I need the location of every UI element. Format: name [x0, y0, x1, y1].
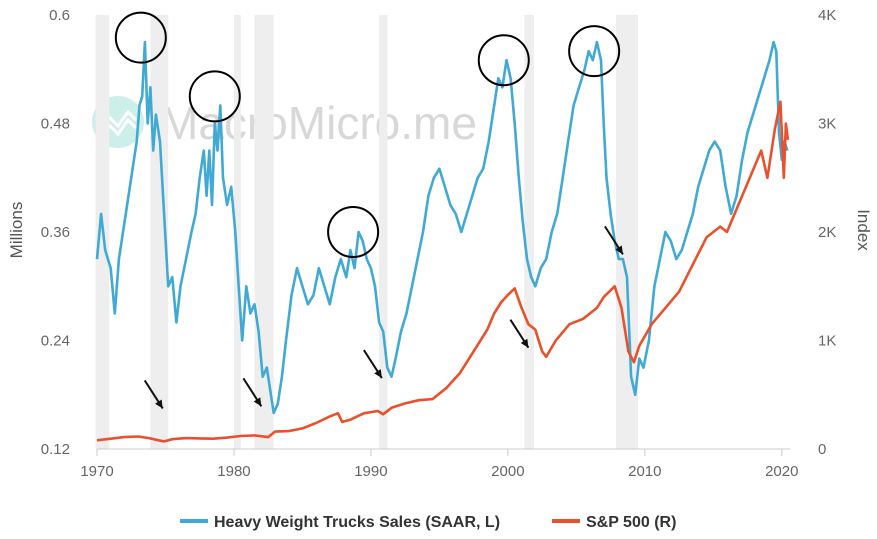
right-tick-label-3K: 3K — [818, 116, 836, 133]
series-line-sp500 — [96, 100, 790, 443]
left-tick-label-0.24: 0.24 — [41, 333, 70, 350]
highlight-circle-1 — [188, 70, 241, 123]
x-tick-label-2010: 2010 — [628, 463, 661, 480]
left-axis-ticks: 0.12 0.24 0.36 0.48 0.6 — [41, 7, 70, 458]
legend-item-sp500[interactable]: S&P 500 (R) — [552, 514, 676, 531]
annotation-arrow-0 — [143, 379, 164, 409]
x-tick-label-2020: 2020 — [765, 463, 798, 480]
x-axis-ticks: 1970 1980 1990 2000 2010 2020 — [80, 448, 798, 480]
highlight-circle-0 — [114, 11, 167, 64]
arrow-head-3 — [520, 338, 529, 348]
annotation-arrow-2 — [363, 349, 383, 379]
recession-bands — [95, 15, 638, 449]
highlight-circle-2 — [327, 206, 380, 258]
left-axis-title: Millions — [7, 202, 26, 259]
annotation-arrow-4 — [604, 225, 624, 255]
left-tick-label-0.48: 0.48 — [41, 116, 70, 133]
highlight-circle-3 — [477, 34, 530, 87]
annotation-arrow-1 — [242, 377, 263, 407]
annotations — [114, 11, 624, 409]
right-tick-label-2K: 2K — [818, 224, 836, 241]
recession-band-4 — [379, 15, 388, 449]
left-tick-label-0.12: 0.12 — [41, 441, 70, 458]
highlight-circle-4 — [568, 25, 621, 78]
left-tick-label-0.36: 0.36 — [41, 224, 70, 241]
right-axis-title: Index — [854, 209, 873, 251]
series-line-trucks — [95, 40, 789, 415]
x-tick-label-2000: 2000 — [491, 463, 524, 480]
series-lines — [95, 40, 790, 443]
annotation-arrow-3 — [509, 319, 530, 349]
recession-band-5 — [524, 15, 534, 449]
recession-band-3 — [254, 15, 274, 449]
x-tick-label-1990: 1990 — [354, 463, 387, 480]
legend[interactable]: Heavy Weight Trucks Sales (SAAR, L) S&P … — [180, 514, 676, 531]
legend-label-trucks: Heavy Weight Trucks Sales (SAAR, L) — [214, 514, 500, 531]
recession-band-6 — [616, 15, 638, 449]
right-tick-label-4K: 4K — [818, 7, 836, 24]
legend-item-trucks[interactable]: Heavy Weight Trucks Sales (SAAR, L) — [180, 514, 500, 531]
arrow-head-1 — [253, 397, 262, 407]
legend-label-sp500: S&P 500 (R) — [586, 514, 676, 531]
x-tick-label-1970: 1970 — [80, 463, 113, 480]
arrow-head-2 — [374, 369, 382, 379]
arrow-head-0 — [155, 399, 163, 409]
left-tick-label-0.6: 0.6 — [49, 7, 70, 24]
right-axis-ticks: 0 1K 2K 3K 4K — [818, 7, 836, 458]
arrow-head-4 — [615, 245, 623, 255]
right-tick-label-1K: 1K — [818, 333, 836, 350]
recession-band-2 — [233, 15, 241, 449]
watermark-text: MacroMicro.me — [160, 97, 477, 149]
right-tick-label-0: 0 — [818, 441, 826, 458]
x-tick-label-1980: 1980 — [217, 463, 250, 480]
